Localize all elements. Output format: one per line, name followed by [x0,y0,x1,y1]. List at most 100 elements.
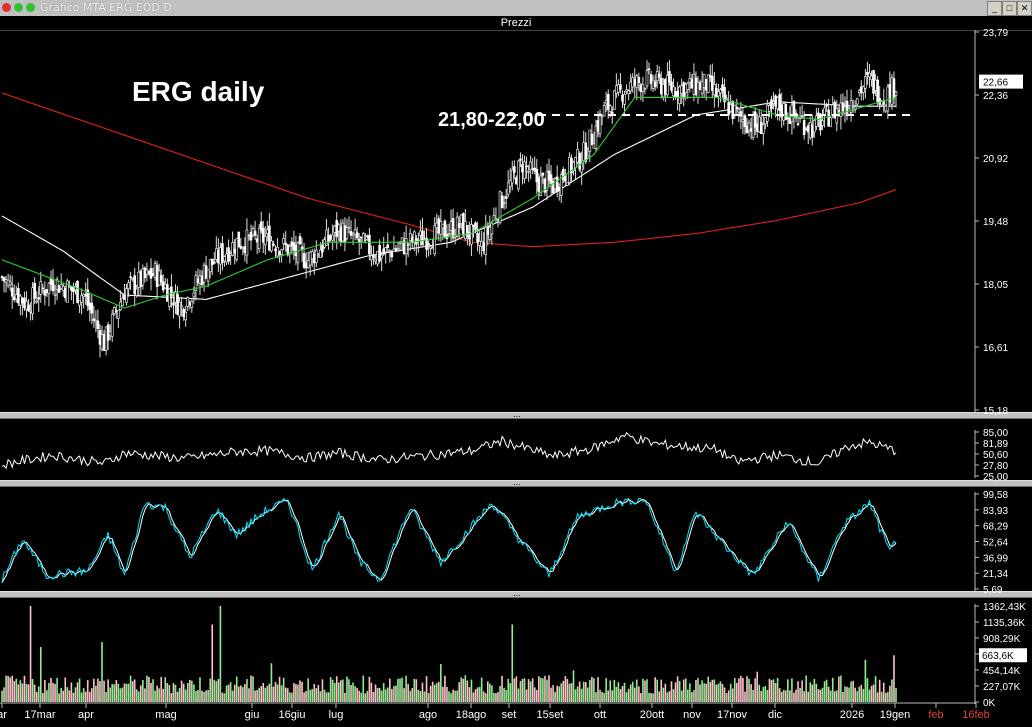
volume-bar [311,689,314,702]
volume-bar [291,692,293,702]
volume-bar [523,678,526,702]
candle-body [488,227,492,240]
candle-body [202,264,206,283]
candle-body [757,116,761,133]
volume-bar [517,688,520,702]
candle-body [659,77,663,95]
candle-body [149,268,153,279]
candle-body [247,235,251,237]
candle-body [627,90,630,95]
window-minimize-icon[interactable]: _ [987,1,1002,16]
volume-bar [52,682,54,702]
candle-body [768,105,771,112]
chart-title: ERG daily [132,76,265,107]
volume-bar [750,684,752,702]
candle-body [472,224,475,227]
volume-bar [99,681,101,702]
volume-bar [184,689,187,702]
volume-bar [450,693,452,702]
candle-body [860,86,863,94]
volume-bar [160,676,163,702]
volume-bar [409,690,412,702]
volume-bar [570,683,573,702]
candle-body [45,289,49,293]
title-bar[interactable]: Grafico MTA.ERG EOD D _ □ ✕ [0,0,1032,17]
candle-body [713,84,716,96]
x-tick-label: giu [245,709,260,721]
volume-bar [448,691,450,702]
candle-body [408,232,412,241]
candle-body [14,294,18,300]
candle-body [484,226,488,255]
volume-bar [205,690,207,702]
volume-bar [331,679,334,702]
volume-bar [662,687,665,702]
candle-body [866,71,869,75]
volume-bar [678,680,681,702]
candle-body [288,246,292,254]
volume-bar [462,678,465,702]
volume-bar [403,688,405,702]
volume-bar [846,686,848,702]
candle-body [537,177,541,192]
volume-bar [233,684,236,702]
volume-bar [813,678,816,702]
volume-bar [719,681,722,702]
candle-body [47,282,51,294]
y-tick-label: 18,05 [983,280,1008,291]
pane-separator[interactable]: ... [0,409,1032,419]
last-price-label: 22,66 [983,78,1008,89]
volume-bar [627,688,630,702]
volume-bar [423,691,426,702]
candle-body [868,73,871,78]
candle-body [153,263,157,278]
pane-separator[interactable]: ... [0,588,1032,598]
candle-body [4,279,8,283]
volume-bar [225,685,228,702]
candle-body [753,111,757,128]
volume-bar [193,684,195,702]
candle-body [464,221,467,239]
volume-bar [680,690,683,702]
window-maximize-icon[interactable]: □ [1002,1,1017,16]
candle-body [304,262,308,269]
y-tick-label: 1135,36K [983,618,1025,629]
candle-body [315,250,318,263]
volume-bar [609,680,612,702]
volume-bar [486,681,489,702]
volume-bar [546,679,548,702]
candle-body [874,79,877,91]
volume-bar [635,679,638,702]
volume-bar [805,675,807,702]
volume-bar [254,690,256,702]
volume-bar [125,683,128,702]
candle-body [376,250,379,265]
volume-bar [82,688,85,702]
panel-title: Prezzi [0,16,1032,31]
candle-body [345,227,349,239]
volume-bar [268,683,271,702]
candle-body [212,261,216,264]
volume-bar [142,680,144,702]
candle-body [608,105,612,112]
volume-bar [380,690,383,702]
candle-body [592,143,596,149]
candle-body [141,268,145,286]
candle-body [166,284,169,302]
candle-body [500,195,504,208]
candle-body [394,248,398,251]
candle-body [31,287,34,314]
candle-body [525,165,528,168]
y-tick-label: 36,99 [983,553,1008,564]
volume-bar [840,675,842,702]
candle-body [35,300,38,303]
stochastic-k-line [1,497,897,583]
candle-body [349,230,353,236]
pane-separator[interactable]: ... [0,477,1032,487]
candle-body [374,258,377,262]
volume-bar [252,676,254,702]
candle-body [678,86,681,104]
volume-bar [664,683,667,702]
candle-body [602,105,606,117]
